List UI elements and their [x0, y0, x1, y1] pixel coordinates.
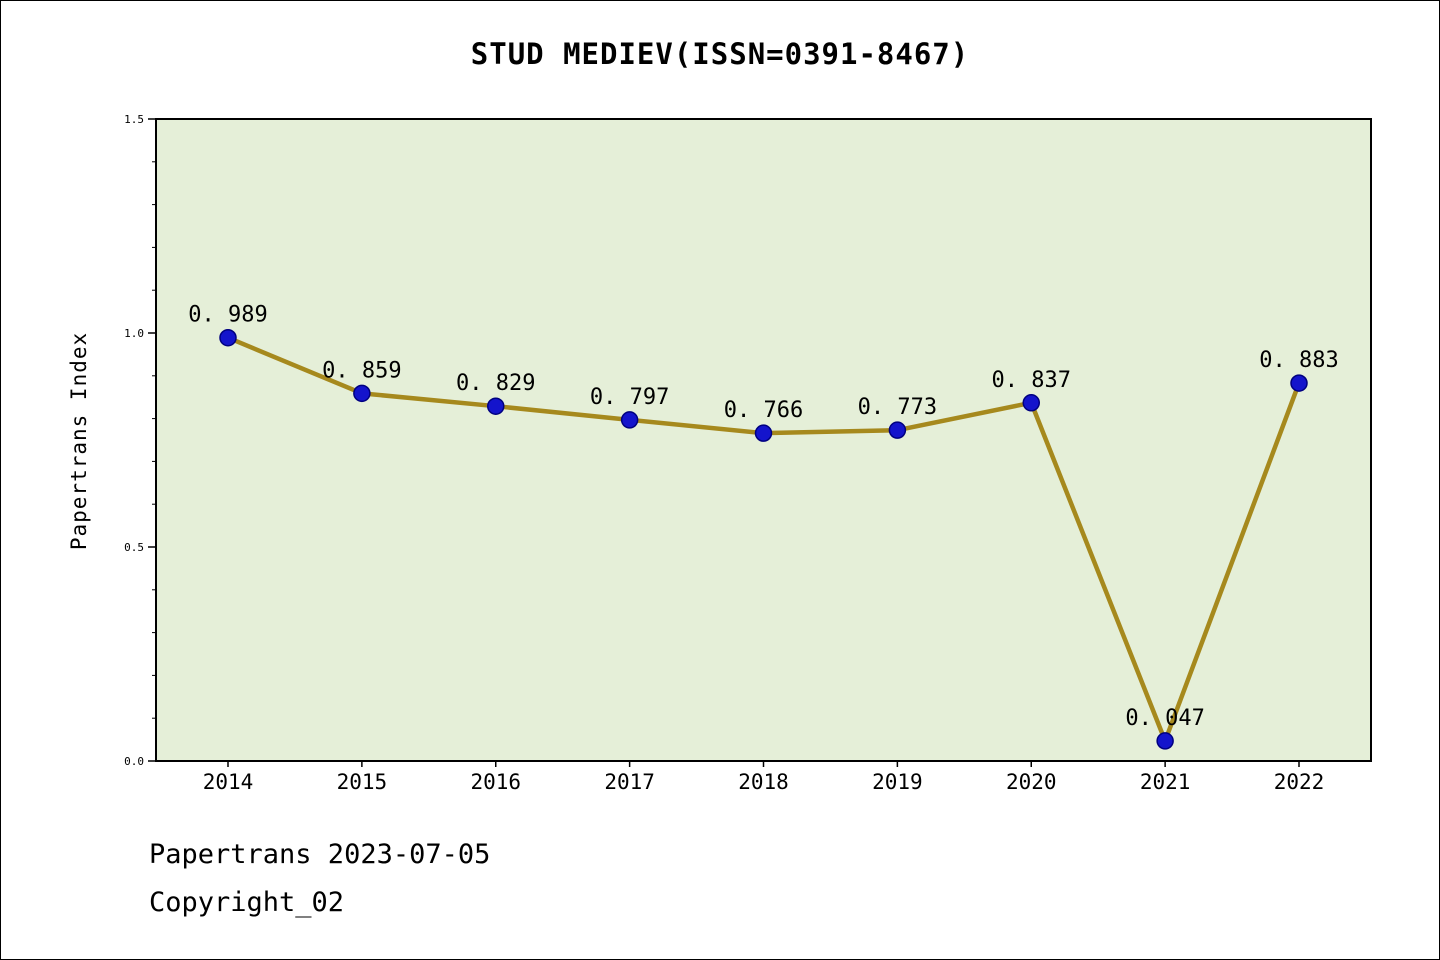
- point-label: 0. 766: [724, 398, 803, 423]
- point-label: 0. 883: [1259, 348, 1338, 373]
- x-tick-label: 2018: [738, 770, 789, 794]
- x-tick-label: 2014: [203, 770, 254, 794]
- data-point: [754, 424, 773, 442]
- y-tick-label: 1.5: [124, 113, 144, 126]
- x-tick-label: 2022: [1274, 770, 1325, 794]
- x-tick-label: 2019: [872, 770, 923, 794]
- point-label: 0. 829: [456, 371, 535, 396]
- point-label: 0. 797: [590, 385, 669, 410]
- data-point: [353, 384, 371, 403]
- y-tick-label: 0.5: [124, 541, 144, 554]
- x-tick-label: 2021: [1140, 770, 1191, 794]
- y-tick-label: 0.0: [124, 755, 144, 768]
- chart-title: STUD MEDIEV(ISSN=0391-8467): [470, 37, 970, 71]
- data-point: [1022, 394, 1040, 412]
- point-label: 0. 837: [992, 368, 1071, 393]
- footer-source-date: Papertrans 2023-07-05: [149, 839, 491, 870]
- data-point: [620, 411, 639, 429]
- data-point: [1156, 732, 1174, 750]
- data-point: [219, 328, 237, 347]
- data-point: [1290, 374, 1308, 392]
- x-tick-label: 2016: [470, 770, 521, 794]
- point-label: 0. 773: [858, 395, 937, 420]
- point-label: 0. 989: [188, 303, 267, 328]
- data-point: [487, 397, 505, 415]
- x-tick-label: 2017: [604, 770, 655, 794]
- point-label: 0. 859: [322, 358, 401, 383]
- footer-copyright: Copyright_02: [149, 887, 345, 918]
- y-tick-label: 1.0: [124, 327, 144, 340]
- x-tick-label: 2015: [337, 770, 388, 794]
- x-tick-label: 2020: [1006, 770, 1057, 794]
- data-point: [888, 421, 907, 439]
- point-label: 0. 047: [1125, 706, 1204, 731]
